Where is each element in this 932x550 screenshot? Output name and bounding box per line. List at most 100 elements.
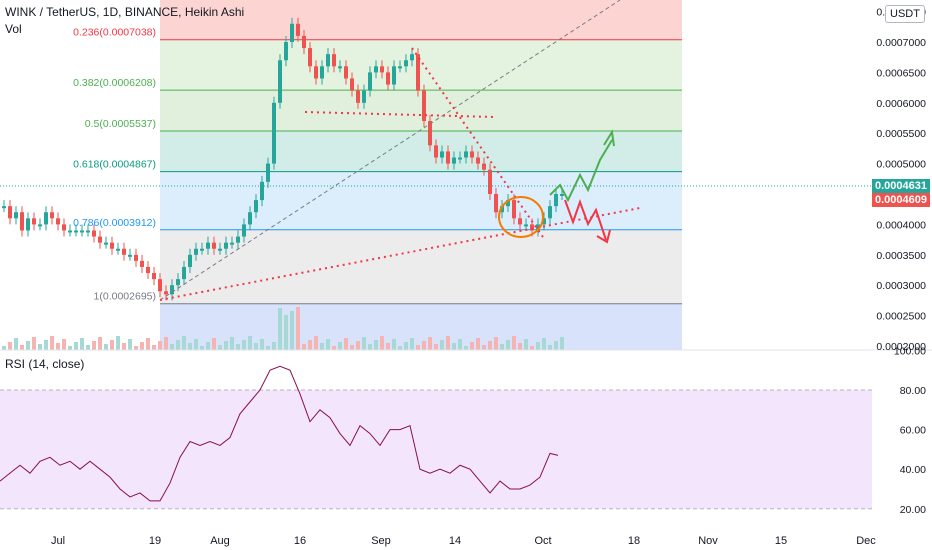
candle <box>470 151 474 158</box>
volume-bar <box>224 341 228 350</box>
currency-button[interactable]: USDT <box>885 5 925 23</box>
volume-bars <box>2 307 564 350</box>
candle <box>338 66 342 69</box>
time-tick: Sep <box>371 535 391 547</box>
candle <box>74 230 78 233</box>
volume-bar <box>416 345 420 350</box>
volume-bar <box>128 339 132 350</box>
candle <box>326 54 330 67</box>
volume-bar <box>458 339 462 350</box>
volume-bar <box>464 346 468 350</box>
volume-bar <box>344 338 348 350</box>
drawings[interactable] <box>159 0 641 301</box>
candle <box>212 242 216 249</box>
candle <box>302 35 306 49</box>
candle <box>380 66 384 73</box>
candle <box>284 42 288 61</box>
volume-legend[interactable]: Vol <box>5 22 22 36</box>
candle <box>542 218 546 225</box>
candle <box>368 72 372 91</box>
neckline <box>304 111 496 118</box>
candle <box>32 218 36 225</box>
volume-bar <box>296 307 300 350</box>
volume-bar <box>14 338 18 350</box>
volume-bar <box>44 340 48 350</box>
volume-bar <box>332 346 336 350</box>
price-tick: 0.0006500 <box>876 67 926 79</box>
fib-label: 0.618(0.0004867) <box>73 159 156 171</box>
volume-bar <box>392 339 396 350</box>
candle <box>356 90 360 103</box>
time-tick: 18 <box>628 535 640 547</box>
fib-band <box>160 90 682 131</box>
candle <box>554 194 558 207</box>
candle <box>44 212 48 225</box>
bullish-arrowhead <box>603 129 615 147</box>
candle <box>500 206 504 213</box>
candle <box>512 200 516 219</box>
volume-bar <box>488 341 492 350</box>
fib-retracement[interactable] <box>160 0 682 350</box>
volume-bar <box>284 315 288 350</box>
volume-bar <box>182 336 186 350</box>
candle <box>224 242 228 249</box>
candle <box>248 212 252 225</box>
candle <box>386 72 390 85</box>
volume-bar <box>146 338 150 350</box>
candle <box>308 48 312 67</box>
time-tick: 16 <box>294 535 306 547</box>
volume-bar <box>104 344 108 350</box>
volume-bar <box>530 346 534 350</box>
volume-bar <box>212 338 216 350</box>
volume-bar <box>302 344 306 350</box>
volume-bar <box>554 341 558 350</box>
candle <box>434 145 438 158</box>
fib-band <box>160 303 682 350</box>
volume-bar <box>476 338 480 350</box>
time-tick: 14 <box>449 535 461 547</box>
volume-bar <box>38 344 42 350</box>
candle <box>176 279 180 286</box>
volume-bar <box>290 311 294 350</box>
candle <box>410 54 414 61</box>
price-tick: 0.0006000 <box>876 98 926 110</box>
volume-bar <box>404 342 408 350</box>
candle <box>488 169 492 194</box>
volume-bar <box>98 337 102 350</box>
volume-bar <box>374 340 378 350</box>
candle <box>320 66 324 79</box>
candles <box>2 17 564 301</box>
time-tick: Dec <box>856 535 876 547</box>
time-tick: Jul <box>51 535 65 547</box>
candle <box>464 151 468 158</box>
rsi-tick: 100.00 <box>894 345 926 357</box>
volume-bar <box>320 343 324 350</box>
candle <box>350 78 354 91</box>
candle <box>524 224 528 227</box>
candle <box>458 157 462 160</box>
volume-bar <box>422 341 426 350</box>
fib-label: 0.786(0.0003912) <box>73 217 156 229</box>
volume-bar <box>368 344 372 350</box>
candle <box>476 157 480 164</box>
volume-bar <box>266 346 270 350</box>
rsi-tick: 20.00 <box>900 504 926 516</box>
candle <box>2 206 6 209</box>
time-tick: Oct <box>534 535 551 547</box>
fib-band <box>160 130 682 172</box>
candle <box>446 151 450 164</box>
candle <box>362 90 366 103</box>
candle <box>494 194 498 213</box>
volume-bar <box>194 339 198 350</box>
rsi-legend[interactable]: RSI (14, close) <box>5 357 85 371</box>
price-tick: 0.0002500 <box>876 311 926 323</box>
candle <box>158 279 162 292</box>
price-tick: 0.0002000 <box>876 341 926 353</box>
symbol-legend[interactable]: WINK / TetherUS, 1D, BINANCE, Heikin Ash… <box>5 5 245 19</box>
candle <box>398 66 402 69</box>
volume-bar <box>158 341 162 350</box>
time-axis-bg <box>0 530 932 550</box>
candle <box>8 206 12 219</box>
volume-bar <box>356 341 360 350</box>
